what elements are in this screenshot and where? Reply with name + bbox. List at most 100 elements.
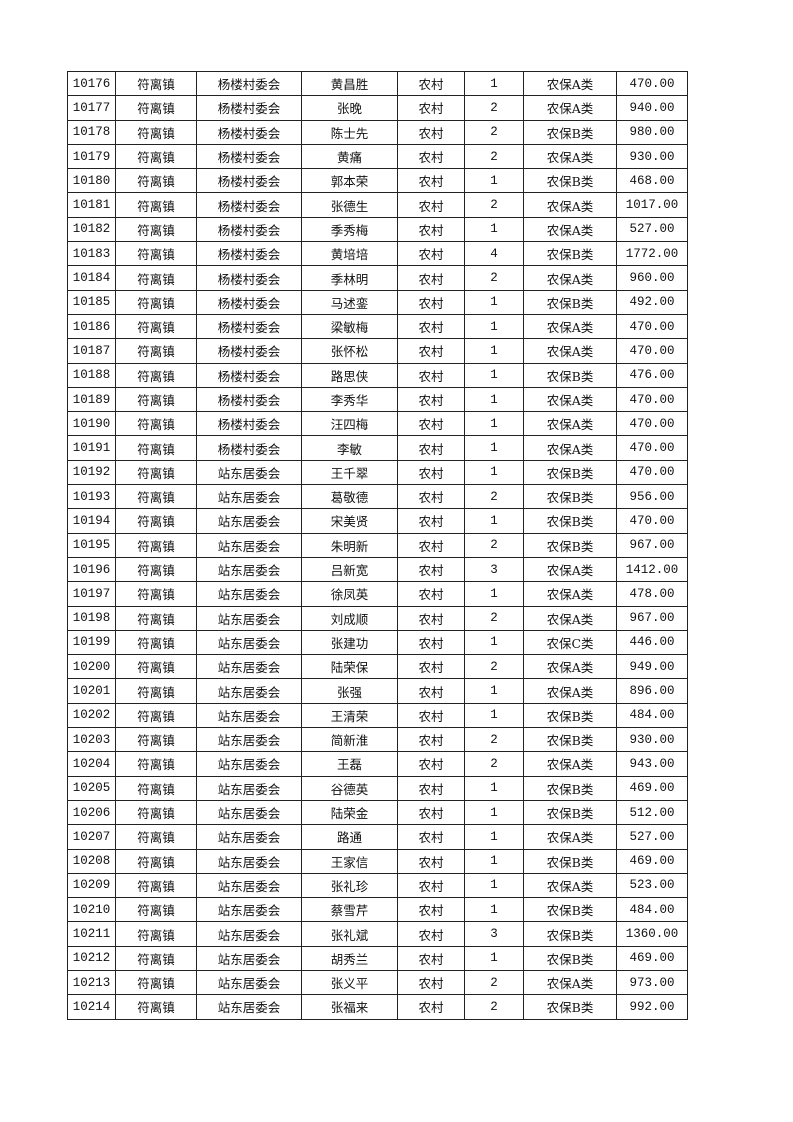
cell-household-count: 2 — [464, 265, 524, 291]
cell-area-type: 农村 — [397, 921, 465, 947]
cell-name: 李敏 — [301, 435, 398, 461]
cell-amount: 992.00 — [616, 994, 688, 1020]
cell-name: 梁敏梅 — [301, 313, 398, 340]
cell-amount: 973.00 — [616, 969, 688, 996]
cell-record-id: 10207 — [67, 824, 116, 850]
cell-insurance-class: 农保B类 — [523, 484, 617, 510]
table-body: 10176 符离镇 杨楼村委会 黄昌胜 农村 1 农保A类 470.00 10177 符离镇 杨楼村… — [67, 70, 688, 1020]
cell-amount: 967.00 — [616, 605, 688, 631]
cell-insurance-class: 农保A类 — [523, 435, 617, 461]
cell-area-type: 农村 — [397, 459, 465, 486]
cell-household-count: 1 — [464, 775, 524, 801]
cell-area-type: 农村 — [397, 775, 465, 801]
cell-area-type: 农村 — [397, 532, 465, 558]
cell-name: 张怀松 — [301, 338, 398, 364]
cell-household-count: 1 — [464, 386, 524, 413]
cell-household-count: 2 — [464, 727, 524, 753]
cell-area-type: 农村 — [397, 629, 465, 656]
cell-record-id: 10206 — [67, 799, 116, 826]
cell-committee: 杨楼村委会 — [196, 143, 302, 170]
cell-insurance-class: 农保B类 — [523, 362, 617, 388]
cell-town: 符离镇 — [115, 119, 197, 145]
cell-record-id: 10185 — [67, 289, 116, 315]
cell-household-count: 1 — [464, 216, 524, 243]
cell-area-type: 农村 — [397, 313, 465, 340]
cell-record-id: 10199 — [67, 629, 116, 656]
cell-area-type: 农村 — [397, 605, 465, 631]
cell-name: 徐凤英 — [301, 581, 398, 607]
cell-committee: 站东居委会 — [196, 994, 302, 1020]
cell-insurance-class: 农保A类 — [523, 654, 617, 680]
cell-town: 符离镇 — [115, 605, 197, 631]
cell-area-type: 农村 — [397, 824, 465, 850]
cell-town: 符离镇 — [115, 508, 197, 534]
cell-committee: 站东居委会 — [196, 532, 302, 558]
cell-record-id: 10211 — [67, 921, 116, 947]
cell-area-type: 农村 — [397, 119, 465, 145]
cell-area-type: 农村 — [397, 751, 465, 777]
cell-insurance-class: 农保B类 — [523, 289, 617, 315]
cell-town: 符离镇 — [115, 143, 197, 170]
cell-amount: 470.00 — [616, 411, 688, 437]
cell-amount: 478.00 — [616, 581, 688, 607]
cell-town: 符离镇 — [115, 265, 197, 291]
cell-town: 符离镇 — [115, 484, 197, 510]
cell-committee: 杨楼村委会 — [196, 70, 302, 97]
cell-name: 陆荣保 — [301, 654, 398, 680]
cell-insurance-class: 农保A类 — [523, 678, 617, 704]
table-row: 10196 符离镇 站东居委会 吕新宽 农村 3 农保A类 1412.00 — [67, 556, 688, 583]
table-row: 10214 符离镇 站东居委会 张福来 农村 2 农保B类 992.00 — [67, 994, 688, 1020]
cell-record-id: 10204 — [67, 751, 116, 777]
cell-insurance-class: 农保B类 — [523, 848, 617, 874]
table-row: 10187 符离镇 杨楼村委会 张怀松 农村 1 农保A类 470.00 — [67, 338, 688, 364]
table-row: 10184 符离镇 杨楼村委会 季林明 农村 2 农保A类 960.00 — [67, 265, 688, 291]
table-row: 10189 符离镇 杨楼村委会 李秀华 农村 1 农保A类 470.00 — [67, 386, 688, 413]
cell-insurance-class: 农保C类 — [523, 629, 617, 656]
cell-area-type: 农村 — [397, 70, 465, 97]
cell-household-count: 1 — [464, 824, 524, 850]
cell-area-type: 农村 — [397, 216, 465, 243]
cell-town: 符离镇 — [115, 727, 197, 753]
cell-household-count: 1 — [464, 629, 524, 656]
cell-town: 符离镇 — [115, 362, 197, 388]
cell-name: 路通 — [301, 824, 398, 850]
cell-insurance-class: 农保B类 — [523, 727, 617, 753]
cell-record-id: 10179 — [67, 143, 116, 170]
cell-household-count: 2 — [464, 95, 524, 121]
table-row: 10204 符离镇 站东居委会 王磊 农村 2 农保A类 943.00 — [67, 751, 688, 777]
cell-town: 符离镇 — [115, 702, 197, 729]
cell-amount: 470.00 — [616, 70, 688, 97]
cell-household-count: 1 — [464, 799, 524, 826]
cell-committee: 站东居委会 — [196, 945, 302, 971]
cell-name: 季林明 — [301, 265, 398, 291]
cell-area-type: 农村 — [397, 241, 465, 267]
cell-amount: 446.00 — [616, 629, 688, 656]
cell-record-id: 10201 — [67, 678, 116, 704]
cell-household-count: 1 — [464, 289, 524, 315]
cell-amount: 940.00 — [616, 95, 688, 121]
cell-area-type: 农村 — [397, 508, 465, 534]
cell-insurance-class: 农保A类 — [523, 265, 617, 291]
table-row: 10195 符离镇 站东居委会 朱明新 农村 2 农保B类 967.00 — [67, 532, 688, 558]
cell-committee: 杨楼村委会 — [196, 386, 302, 413]
cell-insurance-class: 农保A类 — [523, 751, 617, 777]
table-row: 10177 符离镇 杨楼村委会 张晚 农村 2 农保A类 940.00 — [67, 95, 688, 121]
table-row: 10198 符离镇 站东居委会 刘成顺 农村 2 农保A类 967.00 — [67, 605, 688, 631]
cell-household-count: 1 — [464, 70, 524, 97]
cell-town: 符离镇 — [115, 581, 197, 607]
table-row: 10209 符离镇 站东居委会 张礼珍 农村 1 农保A类 523.00 — [67, 872, 688, 899]
cell-record-id: 10197 — [67, 581, 116, 607]
cell-town: 符离镇 — [115, 532, 197, 558]
cell-amount: 484.00 — [616, 897, 688, 923]
cell-town: 符离镇 — [115, 216, 197, 243]
cell-amount: 896.00 — [616, 678, 688, 704]
cell-household-count: 1 — [464, 508, 524, 534]
cell-record-id: 10182 — [67, 216, 116, 243]
table-row: 10207 符离镇 站东居委会 路通 农村 1 农保A类 527.00 — [67, 824, 688, 850]
cell-insurance-class: 农保A类 — [523, 70, 617, 97]
cell-name: 黄痛 — [301, 143, 398, 170]
cell-area-type: 农村 — [397, 969, 465, 996]
cell-household-count: 2 — [464, 654, 524, 680]
cell-insurance-class: 农保A类 — [523, 556, 617, 583]
cell-household-count: 1 — [464, 702, 524, 729]
